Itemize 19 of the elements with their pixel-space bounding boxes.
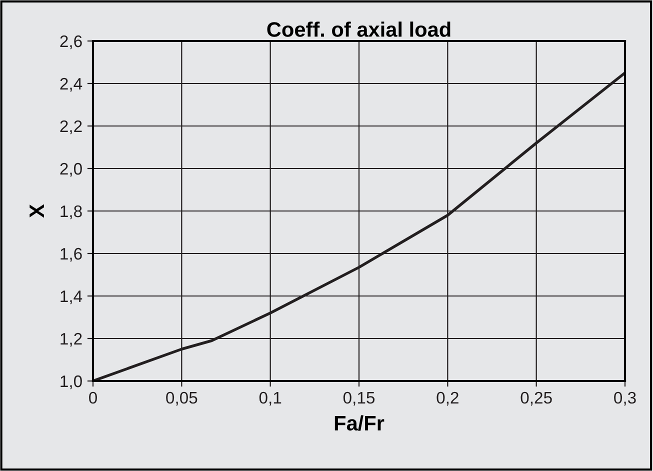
x-axis-title: Fa/Fr	[334, 415, 384, 431]
y-tick-label: 2,2	[60, 120, 82, 134]
x-tick-label: 0,3	[614, 392, 636, 406]
y-tick-label: 1,0	[60, 375, 82, 390]
y-tick-label: 1,2	[60, 332, 82, 347]
y-axis-title: X	[30, 204, 44, 218]
x-tick-label: 0,05	[166, 392, 198, 406]
y-tick-label: 2,6	[60, 35, 82, 50]
chart-title: Coeff. of axial load	[267, 22, 450, 37]
x-tick-label: 0,25	[520, 392, 552, 406]
x-tick-label: 0,2	[436, 392, 458, 406]
x-tick-label: 0	[89, 392, 97, 404]
x-tick-label: 0,1	[259, 392, 282, 406]
y-tick-label: 2,4	[60, 78, 82, 92]
y-tick-label: 1,8	[60, 205, 82, 220]
y-tick-label: 1,6	[60, 248, 82, 262]
x-tick-label: 0,15	[343, 392, 375, 406]
y-tick-label: 1,4	[60, 290, 82, 304]
y-tick-label: 2,0	[60, 162, 82, 177]
